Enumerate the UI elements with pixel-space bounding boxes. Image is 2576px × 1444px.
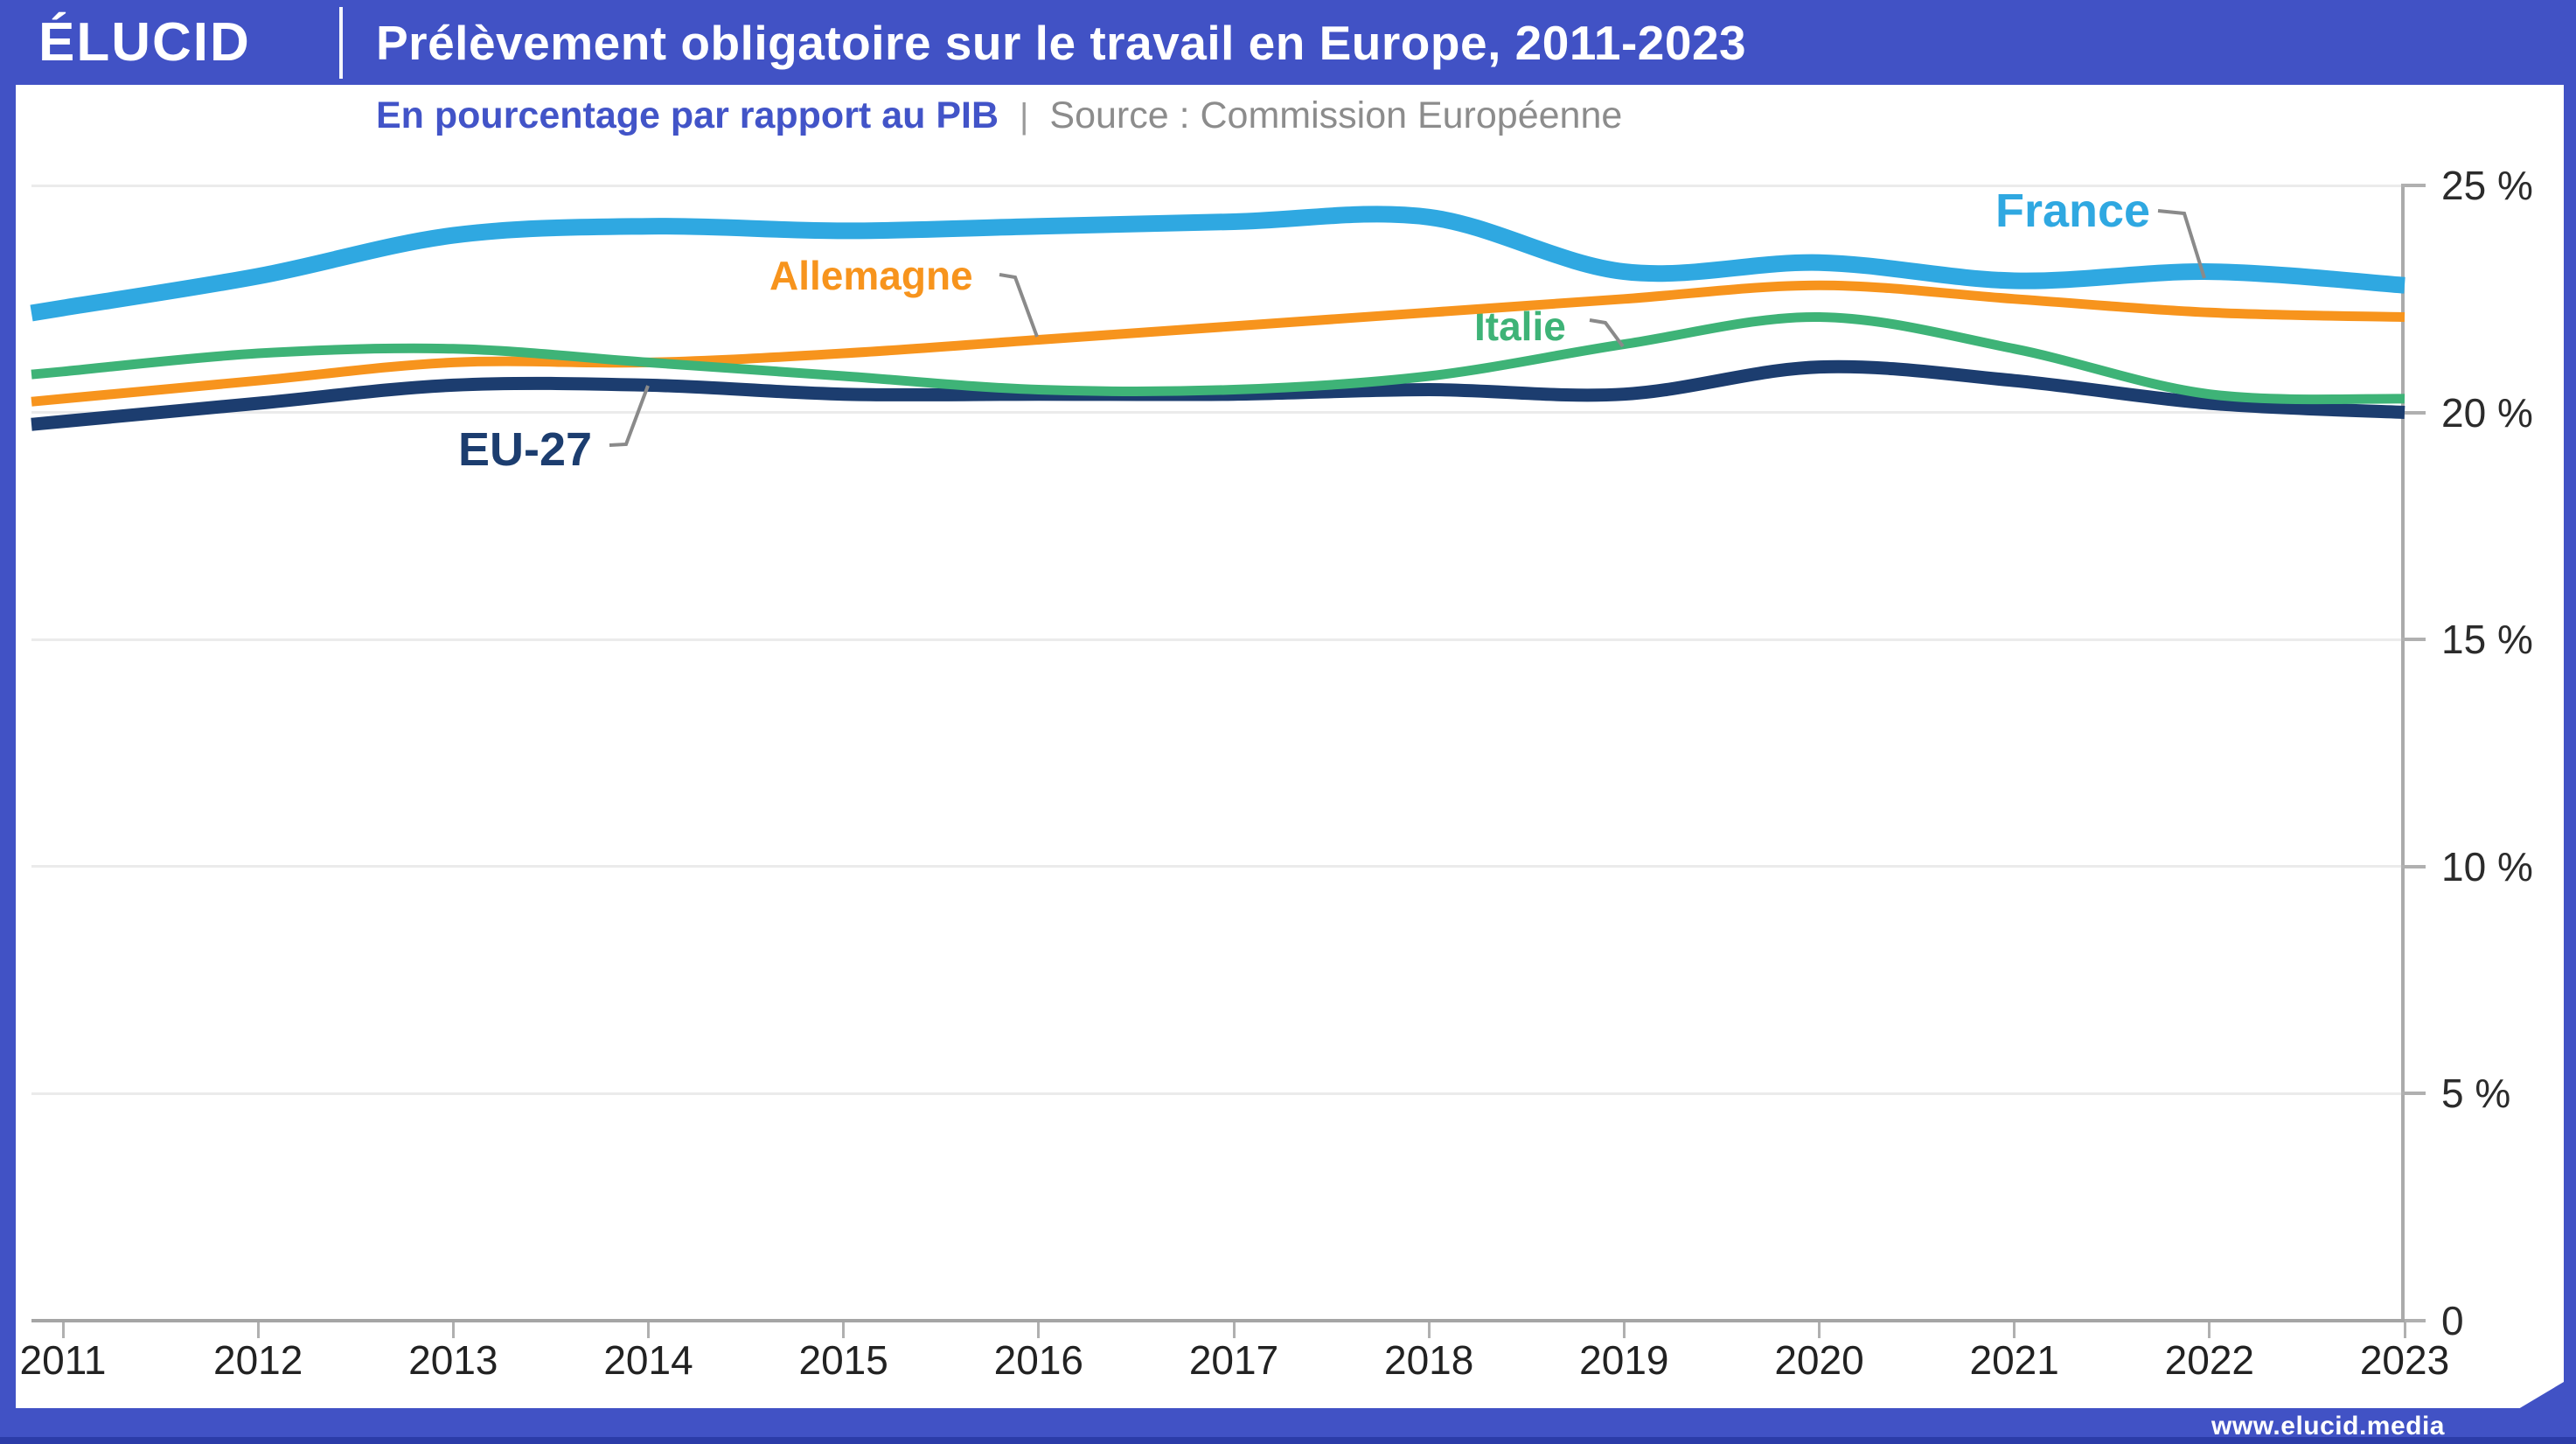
elucid-logo: ÉLUCID bbox=[38, 0, 251, 85]
x-tick-2017 bbox=[1232, 1322, 1236, 1338]
x-tick-2015 bbox=[842, 1322, 846, 1338]
x-tick-label-2016: 2016 bbox=[993, 1337, 1083, 1383]
x-tick-label-2022: 2022 bbox=[2164, 1337, 2254, 1383]
y-axis-line bbox=[2401, 184, 2405, 1322]
y-tick-label-15pct: 15 % bbox=[2441, 617, 2533, 662]
y-tick-5pct bbox=[2401, 1092, 2426, 1095]
x-tick-2022 bbox=[2208, 1322, 2211, 1338]
x-tick-2012 bbox=[256, 1322, 260, 1338]
y-tick-15pct bbox=[2401, 638, 2426, 641]
x-tick-label-2021: 2021 bbox=[1969, 1337, 2059, 1383]
y-tick-label-25pct: 25 % bbox=[2441, 163, 2533, 208]
x-tick-2013 bbox=[451, 1322, 455, 1338]
series-label-eu-27: EU-27 bbox=[458, 423, 593, 476]
chart-panel bbox=[16, 85, 2564, 1408]
x-tick-label-2014: 2014 bbox=[603, 1337, 693, 1383]
x-tick-2018 bbox=[1427, 1322, 1431, 1338]
gridline-10pct bbox=[31, 865, 2401, 868]
series-label-france: France bbox=[1995, 185, 2151, 237]
gridline-15pct bbox=[31, 638, 2401, 641]
y-tick-label-20pct: 20 % bbox=[2441, 389, 2533, 436]
y-tick-label-10pct: 10 % bbox=[2441, 843, 2533, 889]
x-tick-2014 bbox=[647, 1322, 650, 1338]
x-tick-2021 bbox=[2013, 1322, 2016, 1338]
x-tick-label-2023: 2023 bbox=[2359, 1337, 2450, 1383]
y-tick-label-0pct: 0 bbox=[2441, 1297, 2464, 1343]
gridline-20pct bbox=[31, 411, 2401, 414]
x-tick-label-2015: 2015 bbox=[798, 1337, 888, 1383]
x-axis-line bbox=[31, 1318, 2405, 1322]
y-tick-10pct bbox=[2401, 864, 2426, 868]
x-tick-label-2019: 2019 bbox=[1579, 1337, 1669, 1383]
footer-website: www.elucid.media bbox=[2211, 1411, 2445, 1441]
page-title: Prélèvement obligatoire sur le travail e… bbox=[376, 15, 1747, 70]
y-tick-20pct bbox=[2401, 410, 2426, 415]
gridline-25pct bbox=[31, 184, 2401, 187]
bottom-edge-strip bbox=[0, 1437, 2576, 1444]
chart-subtitle: En pourcentage par rapport au PIB | Sour… bbox=[376, 94, 1622, 137]
x-tick-2011 bbox=[61, 1322, 65, 1338]
y-tick-0pct bbox=[2401, 1318, 2426, 1322]
series-label-italie: Italie bbox=[1474, 303, 1566, 349]
y-tick-label-5pct: 5 % bbox=[2441, 1071, 2511, 1116]
header-separator bbox=[339, 7, 343, 79]
x-tick-2016 bbox=[1037, 1322, 1041, 1338]
subtitle-separator-icon: | bbox=[1020, 97, 1029, 136]
y-tick-25pct bbox=[2401, 184, 2426, 187]
x-tick-label-2017: 2017 bbox=[1188, 1337, 1279, 1383]
subtitle-description: En pourcentage par rapport au PIB bbox=[376, 94, 999, 136]
x-tick-2020 bbox=[1818, 1322, 1821, 1338]
x-tick-label-2018: 2018 bbox=[1383, 1337, 1474, 1383]
x-tick-label-2012: 2012 bbox=[212, 1337, 303, 1383]
gridline-5pct bbox=[31, 1092, 2401, 1095]
x-tick-2019 bbox=[1622, 1322, 1626, 1338]
x-tick-2023 bbox=[2403, 1322, 2406, 1338]
elucid-logo-text: ÉLUCID bbox=[38, 12, 251, 73]
x-tick-label-2020: 2020 bbox=[1774, 1337, 1864, 1383]
x-tick-label-2011: 2011 bbox=[19, 1337, 107, 1383]
x-tick-label-2013: 2013 bbox=[408, 1337, 498, 1383]
header-bar: ÉLUCID Prélèvement obligatoire sur le tr… bbox=[0, 0, 2576, 85]
subtitle-source: Source : Commission Européenne bbox=[1049, 94, 1623, 136]
series-label-allemagne: Allemagne bbox=[769, 253, 973, 298]
